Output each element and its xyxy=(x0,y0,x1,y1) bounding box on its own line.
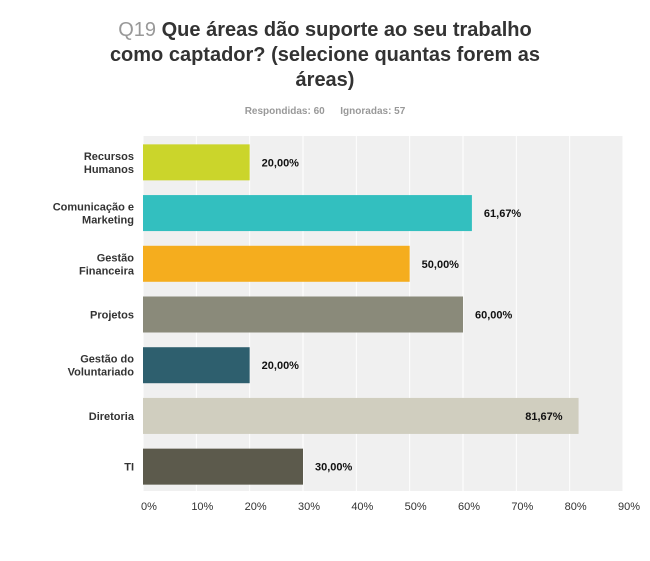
category-label: TI xyxy=(124,462,134,474)
x-tick-label: 50% xyxy=(405,501,427,513)
category-label: Gestão do xyxy=(80,354,134,366)
x-tick-label: 60% xyxy=(458,501,480,513)
x-tick-label: 70% xyxy=(511,501,533,513)
x-tick-label: 30% xyxy=(298,501,320,513)
bar xyxy=(143,195,472,232)
x-tick-label: 20% xyxy=(245,501,267,513)
category-label: Comunicação e xyxy=(53,202,134,214)
answered-count: Respondidas: 60 xyxy=(244,106,325,117)
data-label: 20,00% xyxy=(262,157,300,169)
x-tick-label: 80% xyxy=(565,501,587,513)
x-tick-label: 0% xyxy=(141,501,157,513)
response-stats: Respondidas: 60 Ignoradas: 57 xyxy=(0,106,650,117)
bar xyxy=(143,347,250,384)
bar xyxy=(143,397,579,434)
category-label: Humanos xyxy=(84,164,134,176)
data-label: 81,67% xyxy=(525,411,563,423)
data-label: 30,00% xyxy=(315,462,353,474)
bar xyxy=(143,144,250,181)
bar xyxy=(143,448,303,485)
bar xyxy=(143,296,463,333)
data-label: 20,00% xyxy=(262,360,300,372)
category-label: Gestão xyxy=(97,252,135,264)
data-label: 61,67% xyxy=(484,208,522,220)
category-label: Financeira xyxy=(79,265,135,277)
category-label: Voluntariado xyxy=(68,367,135,379)
question-number: Q19 xyxy=(118,19,157,41)
category-label: Marketing xyxy=(82,215,134,227)
category-label: Recursos xyxy=(84,151,134,163)
data-label: 50,00% xyxy=(422,259,460,271)
category-label: Diretoria xyxy=(89,411,135,423)
question-text: Que áreas dão suporte ao seu trabalho co… xyxy=(109,19,541,91)
bar xyxy=(143,245,410,282)
category-label: Projetos xyxy=(90,310,134,322)
x-tick-label: 10% xyxy=(191,501,213,513)
data-label: 60,00% xyxy=(475,310,513,322)
x-tick-label: 40% xyxy=(351,501,373,513)
x-tick-label: 90% xyxy=(618,501,640,513)
chart-title: Q19 Que áreas dão suporte ao seu trabalh… xyxy=(100,18,550,93)
skipped-count: Ignoradas: 57 xyxy=(340,106,406,117)
